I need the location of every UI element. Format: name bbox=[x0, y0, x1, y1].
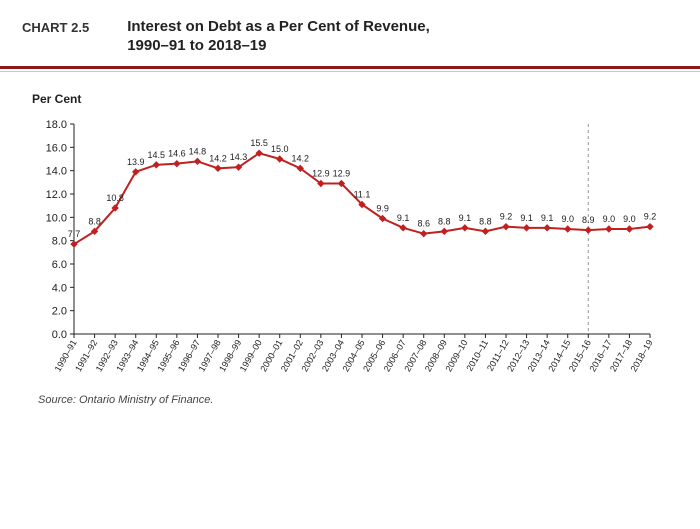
svg-text:9.0: 9.0 bbox=[603, 214, 616, 224]
svg-text:15.5: 15.5 bbox=[250, 138, 268, 148]
svg-text:18.0: 18.0 bbox=[46, 119, 67, 131]
svg-text:16.0: 16.0 bbox=[46, 142, 67, 154]
svg-text:15.0: 15.0 bbox=[271, 144, 289, 154]
y-axis-title: Per Cent bbox=[32, 92, 672, 106]
svg-text:14.5: 14.5 bbox=[148, 149, 166, 159]
svg-text:14.0: 14.0 bbox=[46, 165, 67, 177]
line-chart: 0.02.04.06.08.010.012.014.016.018.01990–… bbox=[38, 114, 658, 414]
svg-text:2.0: 2.0 bbox=[52, 305, 67, 317]
svg-text:9.2: 9.2 bbox=[500, 211, 513, 221]
chart-number-label: CHART 2.5 bbox=[22, 18, 89, 35]
svg-text:8.8: 8.8 bbox=[479, 216, 492, 226]
svg-text:9.0: 9.0 bbox=[623, 214, 636, 224]
svg-text:14.8: 14.8 bbox=[189, 146, 207, 156]
svg-text:12.9: 12.9 bbox=[312, 168, 330, 178]
title-line-1: Interest on Debt as a Per Cent of Revenu… bbox=[127, 18, 430, 35]
svg-text:8.0: 8.0 bbox=[52, 235, 67, 247]
svg-text:4.0: 4.0 bbox=[52, 282, 67, 294]
svg-text:11.1: 11.1 bbox=[354, 189, 371, 199]
svg-text:14.2: 14.2 bbox=[209, 153, 227, 163]
chart-area: Per Cent 0.0 2.0 4.0 6.0 8.0 10.0 12.0 14.0 16.0… bbox=[0, 72, 700, 344]
svg-text:10.0: 10.0 bbox=[46, 212, 67, 224]
svg-text:9.1: 9.1 bbox=[541, 212, 554, 222]
svg-text:9.2: 9.2 bbox=[644, 211, 657, 221]
svg-text:9.0: 9.0 bbox=[561, 214, 574, 224]
svg-text:8.9: 8.9 bbox=[582, 215, 595, 225]
svg-text:12.9: 12.9 bbox=[333, 168, 351, 178]
svg-text:9.1: 9.1 bbox=[520, 212, 533, 222]
chart-header: CHART 2.5 Interest on Debt as a Per Cent… bbox=[0, 0, 700, 66]
svg-text:8.6: 8.6 bbox=[417, 218, 430, 228]
svg-text:9.1: 9.1 bbox=[397, 212, 410, 222]
svg-text:8.8: 8.8 bbox=[88, 216, 101, 226]
svg-text:9.1: 9.1 bbox=[459, 212, 472, 222]
svg-text:0.0: 0.0 bbox=[52, 329, 67, 341]
header-rule-primary bbox=[0, 66, 700, 69]
svg-text:7.7: 7.7 bbox=[68, 229, 81, 239]
title-line-2: 1990–91 to 2018–19 bbox=[127, 37, 266, 54]
chart-title: Interest on Debt as a Per Cent of Revenu… bbox=[127, 18, 430, 56]
svg-text:6.0: 6.0 bbox=[52, 259, 67, 271]
svg-text:14.6: 14.6 bbox=[168, 148, 186, 158]
svg-text:10.8: 10.8 bbox=[106, 193, 124, 203]
svg-text:14.3: 14.3 bbox=[230, 152, 248, 162]
svg-text:8.8: 8.8 bbox=[438, 216, 451, 226]
svg-text:12.0: 12.0 bbox=[46, 189, 67, 201]
svg-text:9.9: 9.9 bbox=[376, 203, 389, 213]
svg-text:14.2: 14.2 bbox=[292, 153, 310, 163]
svg-text:13.9: 13.9 bbox=[127, 156, 145, 166]
plot-container: 0.02.04.06.08.010.012.014.016.018.01990–… bbox=[38, 114, 658, 344]
